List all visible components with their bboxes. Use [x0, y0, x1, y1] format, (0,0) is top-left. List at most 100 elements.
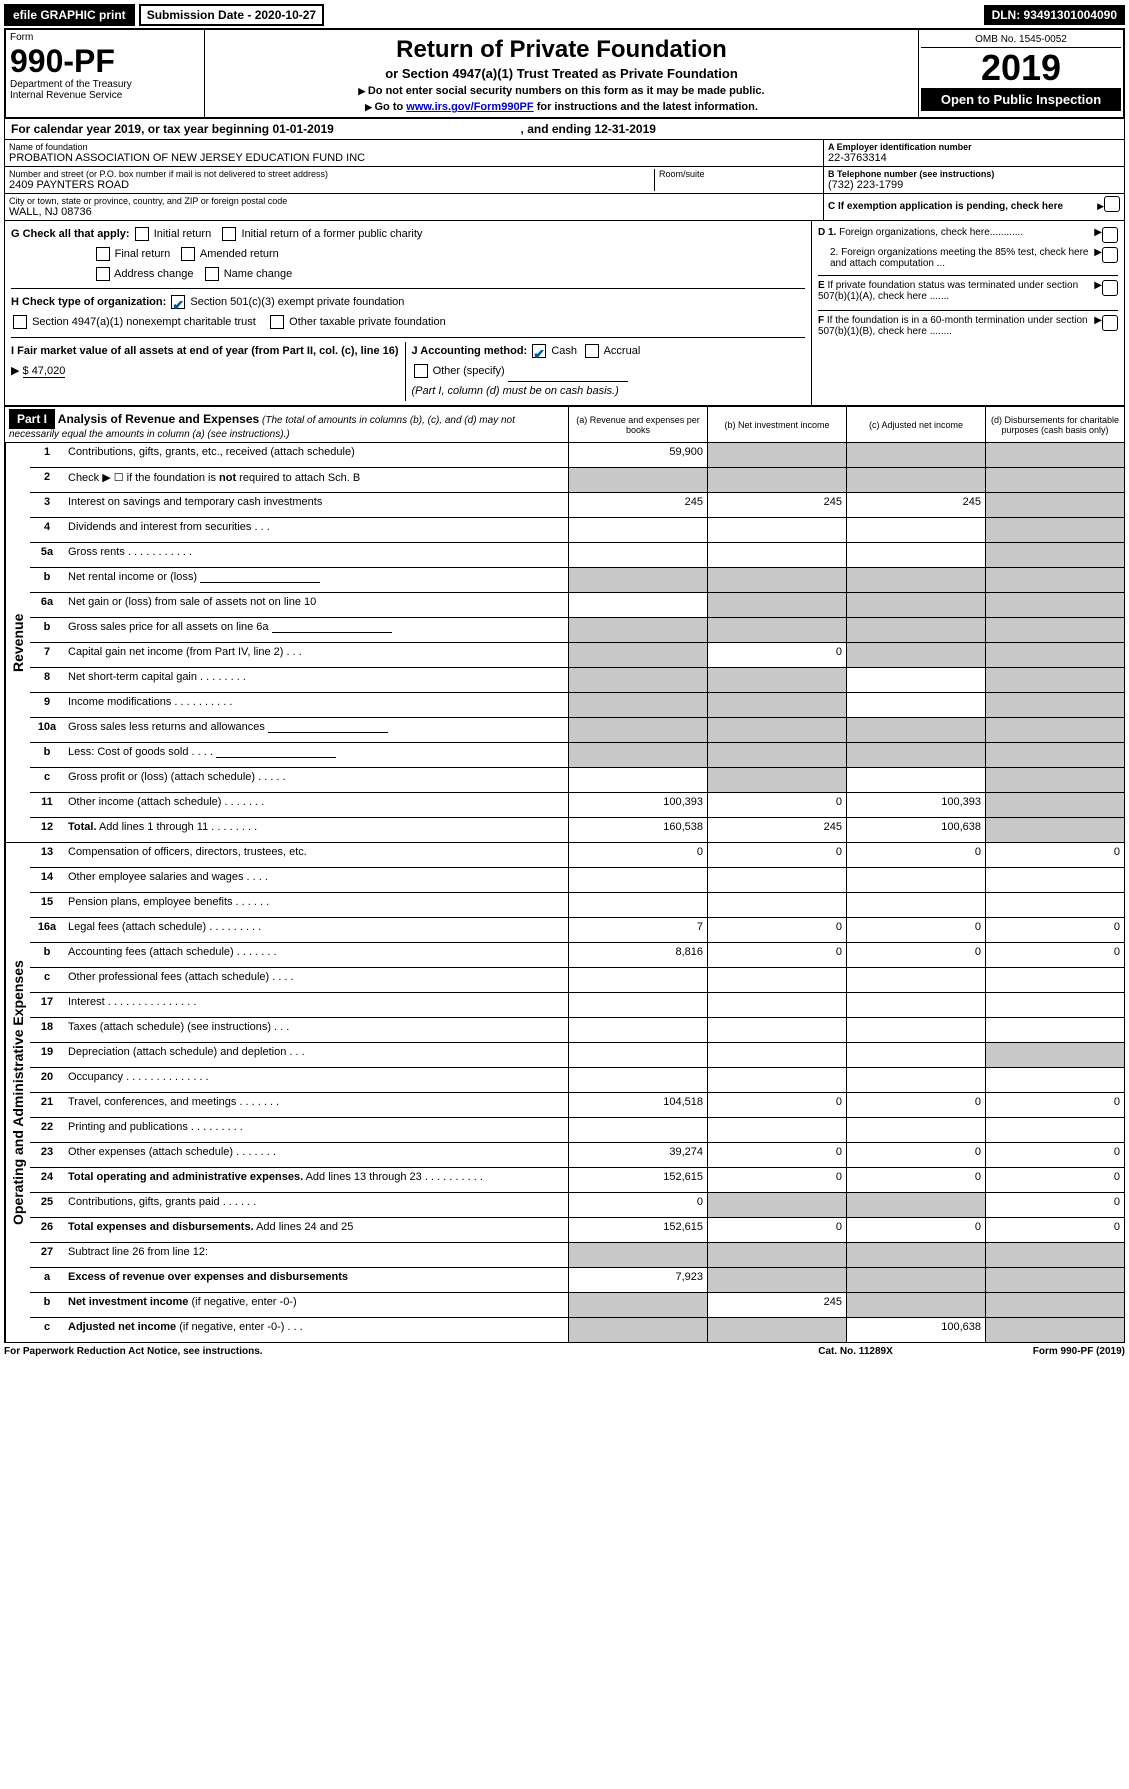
- col-c-value: [846, 1243, 985, 1267]
- col-a-value: [568, 668, 707, 692]
- line-number: 26: [30, 1218, 64, 1242]
- i-value: $ 47,020: [23, 365, 66, 378]
- irs-link[interactable]: www.irs.gov/Form990PF: [406, 101, 533, 113]
- table-row: bGross sales price for all assets on lin…: [30, 618, 1124, 643]
- col-c-value: [846, 768, 985, 792]
- table-row: 7Capital gain net income (from Part IV, …: [30, 643, 1124, 668]
- col-d-value: 0: [985, 1218, 1124, 1242]
- ein-cell: A Employer identification number 22-3763…: [824, 140, 1124, 167]
- form-header: Form 990-PF Department of the Treasury I…: [4, 28, 1125, 119]
- table-row: 1Contributions, gifts, grants, etc., rec…: [30, 443, 1124, 468]
- col-d-value: [985, 818, 1124, 842]
- g-name-checkbox[interactable]: [205, 267, 219, 281]
- line-number: 7: [30, 643, 64, 667]
- line-number: 19: [30, 1043, 64, 1067]
- line-number: 5a: [30, 543, 64, 567]
- j-accrual-checkbox[interactable]: [585, 344, 599, 358]
- line-number: b: [30, 568, 64, 592]
- col-a-value: 245: [568, 493, 707, 517]
- col-a-value: 0: [568, 843, 707, 867]
- col-c-value: [846, 1268, 985, 1292]
- col-c-value: [846, 643, 985, 667]
- line-description: Adjusted net income (if negative, enter …: [64, 1318, 568, 1342]
- col-a-value: [568, 1243, 707, 1267]
- submission-date: Submission Date - 2020-10-27: [139, 4, 324, 26]
- col-b-value: 0: [707, 1143, 846, 1167]
- g-initial-checkbox[interactable]: [135, 227, 149, 241]
- col-d-value: 0: [985, 918, 1124, 942]
- col-b-value: [707, 1193, 846, 1217]
- col-a-value: [568, 868, 707, 892]
- checks-right: D 1. Foreign organizations, check here..…: [811, 221, 1124, 405]
- j-other-checkbox[interactable]: [414, 364, 428, 378]
- col-b-value: 0: [707, 643, 846, 667]
- line-number: 21: [30, 1093, 64, 1117]
- e-checkbox[interactable]: [1102, 280, 1118, 296]
- form-subtitle: or Section 4947(a)(1) Trust Treated as P…: [209, 66, 914, 81]
- line-number: 17: [30, 993, 64, 1017]
- col-c-value: 245: [846, 493, 985, 517]
- col-c-value: [846, 743, 985, 767]
- j-label: J Accounting method:: [412, 345, 528, 357]
- cal-text-2: , and ending: [521, 122, 595, 136]
- line-number: 15: [30, 893, 64, 917]
- c-checkbox[interactable]: [1104, 196, 1120, 212]
- line-number: 6a: [30, 593, 64, 617]
- tel-label: B Telephone number (see instructions): [828, 169, 1120, 179]
- col-d-value: 0: [985, 1093, 1124, 1117]
- col-d-value: [985, 1118, 1124, 1142]
- col-a-value: [568, 543, 707, 567]
- col-a-value: [568, 1318, 707, 1342]
- efile-print-button[interactable]: efile GRAPHIC print: [4, 4, 135, 26]
- g-opt-5: Name change: [224, 268, 293, 280]
- col-b-value: [707, 543, 846, 567]
- footer-form-ref: Form 990-PF (2019): [1033, 1346, 1125, 1357]
- col-d-value: [985, 768, 1124, 792]
- col-d-header: (d) Disbursements for charitable purpose…: [985, 407, 1124, 442]
- d1-checkbox[interactable]: [1102, 227, 1118, 243]
- line-number: 11: [30, 793, 64, 817]
- f-checkbox[interactable]: [1102, 315, 1118, 331]
- h-501c3-checkbox[interactable]: [171, 295, 185, 309]
- line-description: Legal fees (attach schedule) . . . . . .…: [64, 918, 568, 942]
- col-a-value: [568, 1018, 707, 1042]
- line-description: Net rental income or (loss): [64, 568, 568, 592]
- j-cash-checkbox[interactable]: [532, 344, 546, 358]
- col-c-value: 0: [846, 943, 985, 967]
- table-row: 9Income modifications . . . . . . . . . …: [30, 693, 1124, 718]
- col-a-value: [568, 1118, 707, 1142]
- col-b-value: 0: [707, 793, 846, 817]
- g-final-checkbox[interactable]: [96, 247, 110, 261]
- table-row: 3Interest on savings and temporary cash …: [30, 493, 1124, 518]
- col-a-value: [568, 1068, 707, 1092]
- g-address-checkbox[interactable]: [96, 267, 110, 281]
- line-description: Subtract line 26 from line 12:: [64, 1243, 568, 1267]
- g-initial-former-checkbox[interactable]: [222, 227, 236, 241]
- cal-text-1: For calendar year 2019, or tax year begi…: [11, 122, 272, 136]
- line-number: b: [30, 943, 64, 967]
- line-description: Less: Cost of goods sold . . . .: [64, 743, 568, 767]
- j-block: J Accounting method: Cash Accrual Other …: [405, 342, 806, 401]
- line-number: 9: [30, 693, 64, 717]
- line-number: 27: [30, 1243, 64, 1267]
- line-description: Occupancy . . . . . . . . . . . . . .: [64, 1068, 568, 1092]
- col-d-value: [985, 443, 1124, 467]
- table-row: 2Check ▶ ☐ if the foundation is not requ…: [30, 468, 1124, 493]
- col-d-value: [985, 968, 1124, 992]
- table-row: 25Contributions, gifts, grants paid . . …: [30, 1193, 1124, 1218]
- col-a-value: [568, 568, 707, 592]
- header-right: OMB No. 1545-0052 2019 Open to Public In…: [918, 30, 1123, 117]
- line-description: Capital gain net income (from Part IV, l…: [64, 643, 568, 667]
- j-cash: Cash: [551, 345, 577, 357]
- col-c-value: [846, 443, 985, 467]
- d2-checkbox[interactable]: [1102, 247, 1118, 263]
- line-number: 3: [30, 493, 64, 517]
- g-amended-checkbox[interactable]: [181, 247, 195, 261]
- col-a-value: 100,393: [568, 793, 707, 817]
- line-description: Net short-term capital gain . . . . . . …: [64, 668, 568, 692]
- h-other-checkbox[interactable]: [270, 315, 284, 329]
- c-cell: C If exemption application is pending, c…: [824, 194, 1124, 214]
- h-opt-1: Section 501(c)(3) exempt private foundat…: [190, 296, 404, 308]
- h-4947-checkbox[interactable]: [13, 315, 27, 329]
- col-a-value: [568, 718, 707, 742]
